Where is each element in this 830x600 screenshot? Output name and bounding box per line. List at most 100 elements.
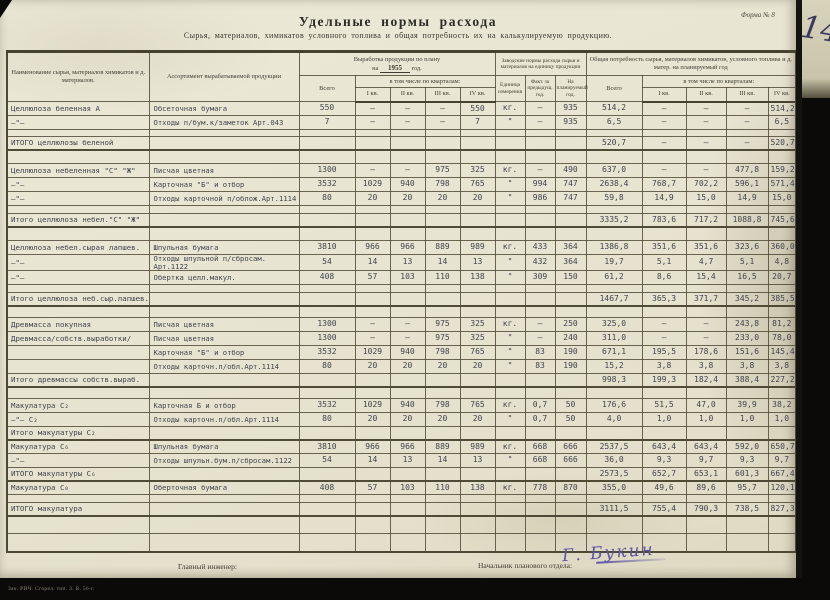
empty-cell: [6, 205, 150, 214]
value-cell: –: [641, 115, 687, 130]
value-cell: 9,7: [767, 453, 797, 469]
value-cell: [354, 136, 391, 151]
empty-cell: [725, 226, 769, 241]
value-cell: [554, 502, 587, 517]
value-cell: 54: [298, 253, 356, 272]
value-cell: 1029: [354, 177, 391, 192]
value-cell: 14: [424, 253, 461, 272]
value-cell: 16,5: [725, 270, 769, 286]
empty-cell: [459, 149, 496, 164]
value-cell: 2573,5: [585, 467, 643, 482]
value-cell: 190: [554, 359, 587, 375]
value-cell: [725, 426, 769, 441]
empty-cell: [298, 284, 356, 294]
material-name: Макулатура С₆: [6, 439, 150, 455]
value-cell: –: [354, 331, 391, 347]
page-subtitle: Сырья, материалов, химикатов условного т…: [183, 31, 613, 40]
value-cell: 3810: [298, 240, 356, 255]
empty-cell: [424, 284, 461, 294]
value-cell: –: [524, 163, 556, 178]
value-cell: [424, 373, 461, 388]
value-cell: 408: [298, 270, 356, 286]
table-row: Макулатура С₆ Шпульная бумага 3810 966 966 88…: [6, 439, 797, 455]
value-cell: 151,6: [725, 345, 769, 361]
spacer-row: [6, 284, 797, 294]
header-q1: I кв.: [354, 87, 391, 103]
value-cell: 19,7: [585, 253, 643, 272]
empty-cell: [585, 494, 643, 504]
empty-cell: [554, 284, 587, 294]
value-cell: 14: [354, 253, 391, 272]
value-cell: 0,7: [524, 398, 556, 414]
value-cell: [459, 426, 496, 441]
header-output-god: год.: [411, 64, 422, 72]
empty-cell: [641, 494, 687, 504]
empty-cell: [554, 494, 587, 504]
empty-cell: [494, 305, 526, 319]
empty-cell: [459, 284, 496, 294]
value-cell: –: [641, 163, 687, 178]
value-cell: [524, 213, 556, 228]
value-cell: 550: [459, 101, 496, 116]
empty-cell: [389, 149, 426, 164]
empty-cell: [494, 129, 526, 137]
empty-cell: [389, 386, 426, 400]
spacer-row: [6, 515, 797, 535]
value-cell: 790,3: [685, 502, 727, 517]
value-cell: 145,4: [767, 345, 797, 361]
value-cell: 666: [554, 439, 587, 455]
table-header: Наименование сырья, материалов химикатов…: [6, 51, 797, 103]
empty-cell: [459, 305, 496, 319]
empty-cell: [459, 205, 496, 214]
material-name: Итого целлюлоза небел."С" "Ж": [6, 213, 150, 228]
empty-cell: [494, 494, 526, 504]
spacer-row: [6, 305, 797, 319]
empty-cell: [725, 386, 769, 400]
material-name: —"—: [6, 253, 150, 272]
value-cell: [424, 213, 461, 228]
value-cell: 755,4: [641, 502, 687, 517]
value-cell: [389, 502, 426, 517]
value-cell: 798: [424, 177, 461, 192]
empty-cell: [459, 129, 496, 137]
value-cell: [524, 292, 556, 307]
value-cell: 20: [424, 412, 461, 428]
value-cell: 351,6: [685, 240, 727, 255]
value-cell: 9,7: [685, 453, 727, 469]
value-cell: ": [494, 191, 526, 206]
value-cell: [298, 373, 356, 388]
value-cell: 9,3: [725, 453, 769, 469]
empty-cell: [459, 494, 496, 504]
value-cell: 20: [354, 359, 391, 375]
empty-cell: [725, 205, 769, 214]
value-cell: 110: [424, 270, 461, 286]
product-name: [148, 502, 300, 517]
value-cell: 14: [424, 453, 461, 469]
value-cell: –: [725, 136, 769, 151]
empty-cell: [389, 129, 426, 137]
value-cell: 199,3: [641, 373, 687, 388]
value-cell: кг.: [494, 163, 526, 178]
empty-cell: [524, 515, 556, 535]
empty-cell: [725, 515, 769, 535]
value-cell: [554, 467, 587, 482]
value-cell: 20: [424, 359, 461, 375]
empty-cell: [641, 205, 687, 214]
empty-cell: [494, 386, 526, 400]
empty-cell: [494, 149, 526, 164]
empty-cell: [298, 494, 356, 504]
empty-cell: [424, 515, 461, 535]
product-name: Отходы шпульн.бум.п/сбросам.1122: [148, 453, 300, 469]
product-name: [148, 213, 300, 228]
value-cell: 940: [389, 177, 426, 192]
value-cell: 240: [554, 331, 587, 347]
value-cell: 747: [554, 191, 587, 206]
value-cell: 989: [459, 240, 496, 255]
material-name: ИТОГО макулатуры С₆: [6, 467, 150, 482]
empty-cell: [641, 149, 687, 164]
value-cell: [524, 467, 556, 482]
value-cell: 182,4: [685, 373, 727, 388]
header-norm-prev: Факт. за предыдущ. год.: [524, 75, 556, 102]
value-cell: [494, 502, 526, 517]
total-row: ИТОГО целлюлозы беленой 520,7– – –520,7: [6, 136, 797, 151]
